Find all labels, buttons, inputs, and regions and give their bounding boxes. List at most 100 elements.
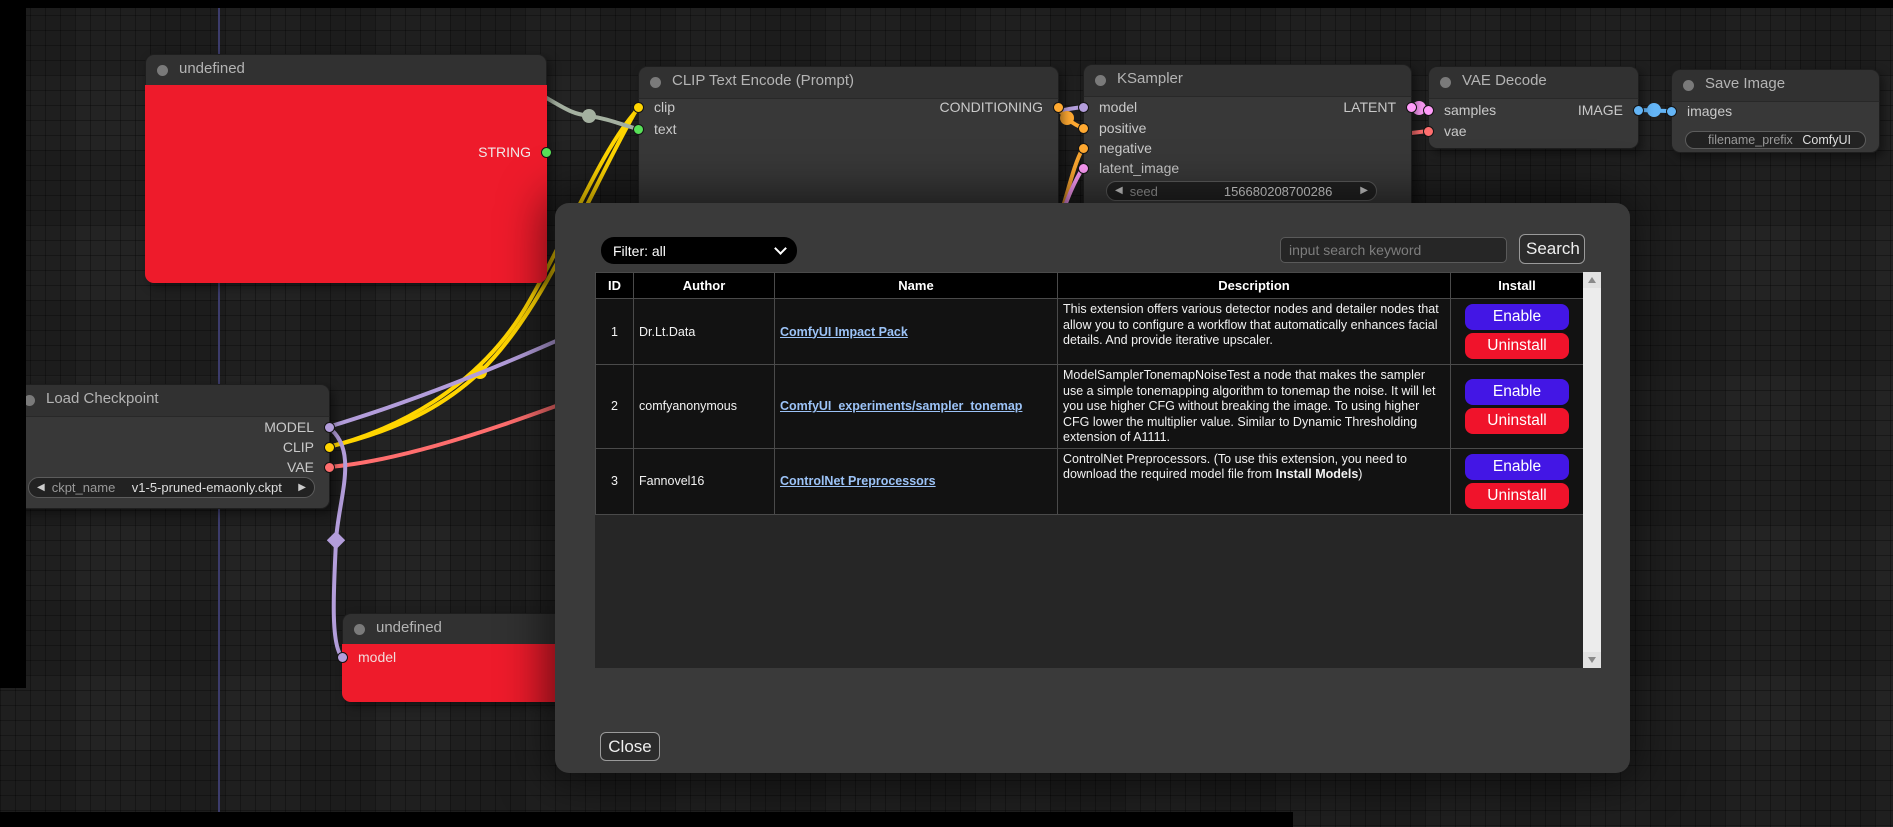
- node-title: KSampler: [1117, 70, 1183, 87]
- collapse-dot-icon[interactable]: [1440, 77, 1451, 88]
- search-button[interactable]: Search: [1519, 234, 1585, 264]
- extension-table-container: ID Author Name Description Install 1 Dr.…: [595, 272, 1601, 668]
- input-slot-images[interactable]: [1666, 106, 1677, 117]
- increment-arrow-icon[interactable]: ▶: [1360, 185, 1368, 196]
- node-titlebar[interactable]: KSampler: [1083, 64, 1412, 97]
- filename-prefix-label: filename_prefix: [1708, 133, 1793, 147]
- filter-select[interactable]: Filter: all: [601, 237, 797, 264]
- node-load-checkpoint[interactable]: Load Checkpoint MODEL CLIP VAE ◀ ckpt_na…: [12, 384, 335, 509]
- input-slot-positive[interactable]: [1078, 123, 1089, 134]
- decrement-arrow-icon[interactable]: ◀: [1115, 185, 1123, 196]
- search-input[interactable]: [1280, 237, 1507, 263]
- decrement-arrow-icon[interactable]: ◀: [37, 481, 45, 493]
- input-slot-text[interactable]: [633, 124, 644, 135]
- output-slot-vae[interactable]: [324, 462, 335, 473]
- canvas-top-edge: [0, 0, 1893, 8]
- node-titlebar[interactable]: VAE Decode: [1428, 66, 1639, 99]
- header-id: ID: [595, 272, 634, 299]
- input-label-positive: positive: [1099, 120, 1147, 136]
- output-slot-image[interactable]: [1633, 105, 1644, 116]
- cell-author: comfyanonymous: [633, 364, 775, 449]
- output-label-vae: VAE: [287, 459, 314, 475]
- input-slot-samples[interactable]: [1423, 105, 1434, 116]
- collapse-dot-icon[interactable]: [354, 624, 365, 635]
- input-slot-model[interactable]: [1078, 102, 1089, 113]
- input-slot-vae[interactable]: [1423, 126, 1434, 137]
- extension-link[interactable]: ComfyUI Impact Pack: [780, 324, 908, 339]
- node-title: CLIP Text Encode (Prompt): [672, 72, 855, 89]
- scroll-down-arrow-icon[interactable]: [1583, 652, 1601, 668]
- node-vae-decode[interactable]: VAE Decode samples vae IMAGE: [1423, 66, 1644, 149]
- reroute-diamond-model[interactable]: [326, 531, 346, 550]
- ckpt-name-label: ckpt_name: [51, 480, 116, 495]
- node-title: Load Checkpoint: [46, 390, 159, 407]
- input-label-latent-image: latent_image: [1099, 160, 1180, 176]
- scroll-up-arrow-icon[interactable]: [1583, 272, 1601, 288]
- output-label-string: STRING: [478, 144, 531, 160]
- node-title: undefined: [376, 619, 442, 636]
- input-label-negative: negative: [1099, 140, 1152, 156]
- input-label-model: model: [1099, 99, 1138, 115]
- input-slot-negative[interactable]: [1078, 143, 1089, 154]
- enable-button[interactable]: Enable: [1465, 453, 1569, 480]
- collapse-dot-icon[interactable]: [157, 65, 168, 76]
- input-label-text: text: [654, 121, 677, 137]
- input-slot-model[interactable]: [337, 652, 348, 663]
- extension-link[interactable]: ComfyUI_experiments/sampler_tonemap: [780, 399, 1023, 414]
- extension-link[interactable]: ControlNet Preprocessors: [780, 474, 936, 488]
- output-label-model: MODEL: [264, 419, 314, 435]
- node-titlebar[interactable]: undefined: [145, 54, 547, 87]
- close-button[interactable]: Close: [600, 732, 660, 761]
- collapse-dot-icon[interactable]: [650, 77, 661, 88]
- node-titlebar[interactable]: undefined: [342, 613, 594, 646]
- node-undefined-bottom[interactable]: undefined model: [337, 613, 594, 702]
- table-scrollbar[interactable]: [1583, 272, 1601, 668]
- uninstall-button[interactable]: Uninstall: [1465, 482, 1569, 509]
- node-save-image[interactable]: Save Image images filename_prefix ComfyU…: [1666, 69, 1880, 153]
- reroute-dot-conditioning[interactable]: [1060, 111, 1074, 125]
- enable-button[interactable]: Enable: [1465, 378, 1569, 405]
- output-slot-model[interactable]: [324, 422, 335, 433]
- reroute-dot-string[interactable]: [582, 109, 596, 123]
- extension-table: ID Author Name Description Install 1 Dr.…: [595, 272, 1584, 515]
- reroute-dot-image[interactable]: [1647, 103, 1661, 117]
- collapse-dot-icon[interactable]: [1683, 80, 1694, 91]
- cell-id: 1: [595, 298, 634, 365]
- input-slot-clip[interactable]: [633, 102, 644, 113]
- uninstall-button[interactable]: Uninstall: [1465, 333, 1569, 359]
- collapse-dot-icon[interactable]: [24, 395, 35, 406]
- node-titlebar[interactable]: Save Image: [1671, 69, 1880, 102]
- output-label-image: IMAGE: [1577, 102, 1623, 118]
- ckpt-name-widget[interactable]: ◀ ckpt_name v1-5-pruned-emaonly.ckpt ▶: [28, 477, 315, 498]
- node-undefined-top[interactable]: undefined STRING: [145, 54, 552, 283]
- input-slot-latent-image[interactable]: [1078, 163, 1089, 174]
- table-row: 2 comfyanonymous ComfyUI_experiments/sam…: [595, 364, 1584, 449]
- seed-widget[interactable]: ◀ seed 156680208700286 ▶: [1106, 181, 1377, 201]
- chevron-down-icon: [774, 242, 787, 255]
- cell-description: ControlNet Preprocessors. (To use this e…: [1057, 447, 1451, 515]
- input-label-samples: samples: [1444, 102, 1497, 118]
- ckpt-name-value: v1-5-pruned-emaonly.ckpt: [131, 480, 282, 495]
- node-titlebar[interactable]: Load Checkpoint: [12, 384, 330, 417]
- output-slot-clip[interactable]: [324, 442, 335, 453]
- output-slot-latent[interactable]: [1406, 102, 1417, 113]
- increment-arrow-icon[interactable]: ▶: [298, 481, 306, 493]
- cell-description: This extension offers various detector n…: [1057, 298, 1451, 365]
- filename-prefix-widget[interactable]: filename_prefix ComfyUI: [1685, 131, 1866, 149]
- header-install: Install: [1450, 272, 1584, 299]
- custom-nodes-manager-dialog: Filter: all Search ID Author Name Descri…: [555, 203, 1630, 773]
- node-titlebar[interactable]: CLIP Text Encode (Prompt): [638, 66, 1059, 99]
- table-row: 3 Fannovel16 ControlNet Preprocessors Co…: [595, 447, 1584, 515]
- header-name: Name: [774, 272, 1058, 299]
- input-label-images: images: [1687, 103, 1733, 119]
- enable-button[interactable]: Enable: [1465, 304, 1569, 330]
- output-slot-conditioning[interactable]: [1053, 102, 1064, 113]
- uninstall-button[interactable]: Uninstall: [1465, 407, 1569, 434]
- input-label-vae: vae: [1444, 123, 1467, 139]
- header-description: Description: [1057, 272, 1451, 299]
- collapse-dot-icon[interactable]: [1095, 75, 1106, 86]
- output-label-conditioning: CONDITIONING: [939, 99, 1043, 115]
- output-slot-string[interactable]: [541, 147, 552, 158]
- filename-prefix-value: ComfyUI: [1802, 133, 1851, 147]
